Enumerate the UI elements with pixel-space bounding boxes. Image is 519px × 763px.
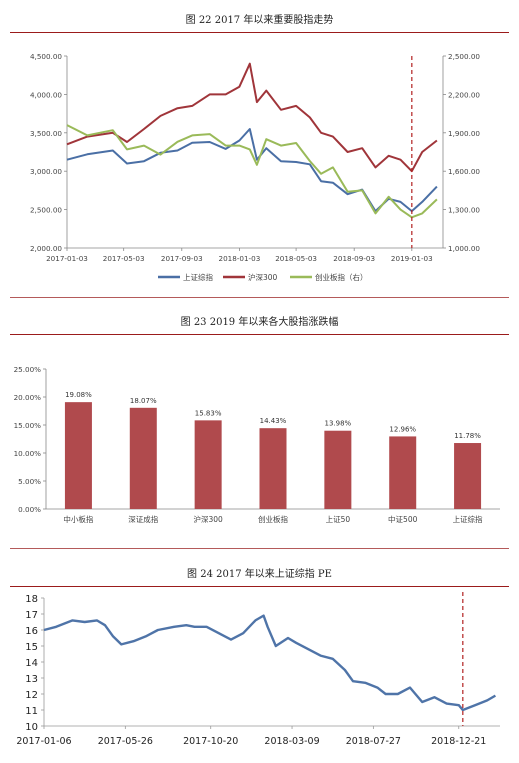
category-label: 中证500 xyxy=(388,514,418,524)
y-tick-label: 18 xyxy=(25,594,38,605)
category-label: 沪深300 xyxy=(193,514,223,524)
index-change-bar-chart: 0.00% 5.00% 10.00% 15.00% 20.00% 25.00% 19.08%… xyxy=(14,365,500,524)
x-tick-label: 2017-01-03 xyxy=(46,254,88,263)
x-tick-label: 2017-09-03 xyxy=(161,254,203,263)
y-tick-label: 25.00% xyxy=(14,365,42,374)
series-line xyxy=(66,128,438,213)
bar-data-label: 13.98% xyxy=(325,420,352,428)
figure-23-title: 图 23 2019 年以来各大股指涨跌幅 xyxy=(180,317,339,328)
right-tick-label: 2,200.00 xyxy=(448,90,480,99)
bar xyxy=(389,436,417,509)
y-tick-label: 15.00% xyxy=(14,421,42,430)
y-tick-label: 13 xyxy=(25,674,38,685)
left-tick-label: 2,000.00 xyxy=(30,244,62,253)
figure-23-top-rule xyxy=(10,334,509,335)
bar-data-label: 19.08% xyxy=(65,391,92,399)
left-tick-label: 3,500.00 xyxy=(30,129,62,138)
x-tick-label: 2018-07-27 xyxy=(346,736,401,747)
x-tick-label: 2018-09-03 xyxy=(333,254,375,263)
category-label: 中小板指 xyxy=(63,514,93,524)
y-tick-label: 12 xyxy=(25,690,38,701)
legend-label: 上证综指 xyxy=(183,272,213,282)
pe-series-line xyxy=(43,614,497,712)
left-tick-label: 4,000.00 xyxy=(30,90,62,99)
figure-24-title: 图 24 2017 年以来上证综指 PE xyxy=(187,569,332,580)
bar xyxy=(324,430,352,509)
left-tick-label: 3,000.00 xyxy=(30,167,62,176)
bar xyxy=(129,407,157,509)
y-tick-label: 14 xyxy=(25,658,38,669)
right-tick-label: 1,600.00 xyxy=(448,167,480,176)
x-tick-label: 2018-01-03 xyxy=(219,254,261,263)
right-tick-label: 1,000.00 xyxy=(448,244,480,253)
index-trend-chart: 2,000.00 2,500.00 3,000.00 3,500.00 4,000.00… xyxy=(30,52,480,282)
y-tick-label: 16 xyxy=(25,626,38,637)
category-label: 创业板指 xyxy=(258,514,288,524)
y-tick-label: 10.00% xyxy=(14,449,42,458)
y-tick-label: 11 xyxy=(25,706,38,717)
y-tick-label: 0.00% xyxy=(18,505,41,514)
bar xyxy=(194,420,222,509)
left-tick-label: 2,500.00 xyxy=(30,206,62,215)
series-line xyxy=(66,62,438,173)
left-tick-label: 4,500.00 xyxy=(30,52,62,61)
figure-22-title: 图 22 2017 年以来重要股指走势 xyxy=(185,15,334,26)
x-tick-label: 2018-05-03 xyxy=(275,254,317,263)
category-label: 上证50 xyxy=(326,515,351,524)
x-tick-label: 2018-03-09 xyxy=(264,736,319,747)
figure-23-bottom-rule xyxy=(10,548,509,549)
bar-data-label: 14.43% xyxy=(260,417,287,425)
category-label: 深证成指 xyxy=(128,514,158,524)
x-tick-label: 2019-01-03 xyxy=(391,254,433,263)
figure-24-top-rule xyxy=(10,586,509,587)
bar xyxy=(64,402,92,509)
x-tick-label: 2018-12-21 xyxy=(431,736,486,747)
right-tick-label: 2,500.00 xyxy=(448,52,480,61)
x-tick-label: 2017-05-26 xyxy=(98,736,153,747)
pe-ratio-chart: 10 11 12 13 14 15 16 17 18 2017-01-06 2017-05-26 20… xyxy=(16,592,500,747)
x-tick-label: 2017-10-20 xyxy=(183,736,238,747)
y-tick-label: 20.00% xyxy=(14,393,42,402)
bar xyxy=(454,443,482,509)
legend-label: 创业板指（右） xyxy=(315,272,368,282)
y-tick-label: 10 xyxy=(25,722,38,733)
bar xyxy=(259,428,287,509)
y-tick-label: 5.00% xyxy=(18,477,41,486)
legend-label: 沪深300 xyxy=(248,272,278,282)
series-line xyxy=(66,124,438,219)
figure-22-bottom-rule xyxy=(10,297,509,298)
bar-data-label: 12.96% xyxy=(389,425,416,433)
x-tick-label: 2017-01-06 xyxy=(16,736,71,747)
y-tick-label: 15 xyxy=(25,642,38,653)
y-tick-label: 17 xyxy=(25,610,38,621)
x-tick-label: 2017-05-03 xyxy=(103,254,145,263)
bar-data-label: 15.83% xyxy=(195,409,222,417)
bar-data-label: 11.78% xyxy=(454,432,481,440)
category-label: 上证综指 xyxy=(453,514,483,524)
bar-data-label: 18.07% xyxy=(130,397,157,405)
right-tick-label: 1,300.00 xyxy=(448,206,480,215)
figure-22-top-rule xyxy=(10,32,509,33)
right-tick-label: 1,900.00 xyxy=(448,129,480,138)
